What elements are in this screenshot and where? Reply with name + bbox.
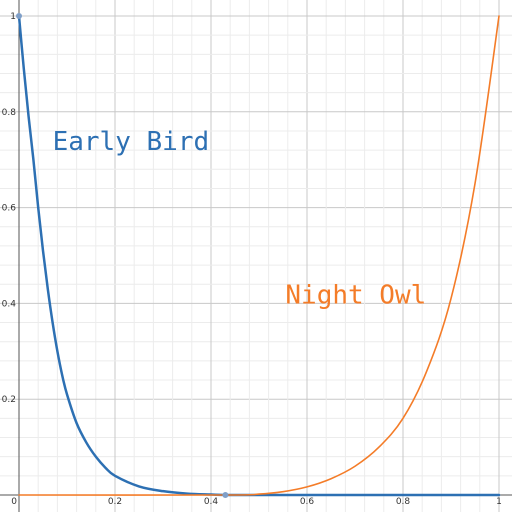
x-tick-label: 0.2 (108, 497, 122, 507)
y-tick-label: 0.4 (2, 299, 17, 309)
series-line-1 (17, 14, 501, 497)
x-tick-label: 0.4 (204, 497, 219, 507)
y-tick-label: 0.2 (2, 395, 16, 405)
x-tick-label: 0 (11, 497, 17, 507)
x-tick-label: 0.8 (396, 497, 411, 507)
annotation-label: Night Owl (285, 280, 426, 310)
annotation-label: Early Bird (53, 127, 210, 157)
x-tick-label: 1 (496, 497, 502, 507)
y-tick-label: 0.8 (2, 108, 17, 118)
series-line-2 (18, 15, 500, 496)
highlight-points (16, 13, 229, 498)
tick-labels: 0 0.2 0.4 0.6 0.8 1 0.2 0.4 0.6 0.8 1 (2, 12, 502, 507)
highlight-point (16, 13, 22, 19)
y-tick-label: 0.6 (2, 204, 17, 214)
series-lines (17, 14, 501, 497)
highlight-point (222, 492, 229, 498)
annotations: Early Bird Night Owl (53, 127, 427, 310)
y-tick-label: 1 (10, 12, 16, 22)
x-tick-label: 0.6 (300, 497, 315, 507)
